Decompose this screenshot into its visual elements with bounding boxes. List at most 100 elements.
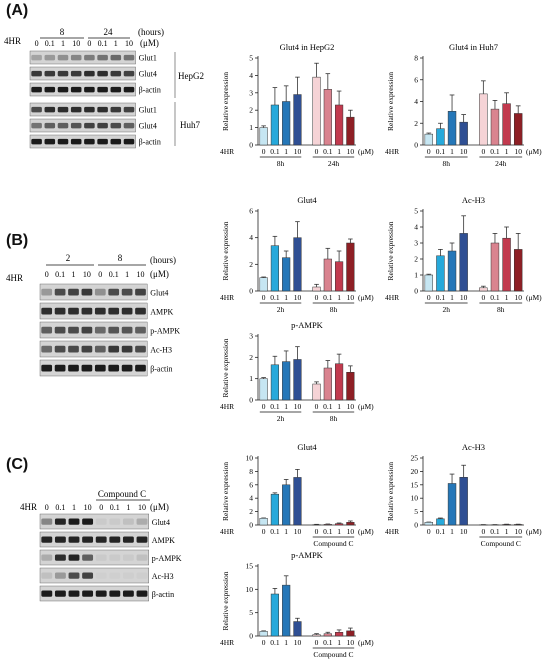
blot-band [81, 364, 93, 372]
y-tick-label: 0 [414, 521, 418, 530]
row-label: AMPK [150, 308, 173, 317]
panel-label-a: (A) [6, 2, 29, 19]
blot-band [84, 86, 95, 93]
row-label: β-actin [150, 365, 172, 374]
blot-band [81, 345, 93, 353]
bar [282, 484, 291, 526]
blot-band [110, 54, 122, 61]
y-tick-label: 4 [249, 494, 253, 503]
x-tick-label: 0 [481, 527, 485, 536]
x-tick-label: 1 [450, 147, 454, 156]
bar [346, 242, 355, 292]
bar [335, 523, 344, 526]
bar [335, 363, 344, 401]
y-tick-label: 25 [411, 454, 419, 463]
conc-label: 1 [72, 503, 76, 512]
blot-band [54, 288, 66, 296]
y-tick-label: 0 [249, 632, 253, 641]
y-tick-label: 2 [249, 353, 253, 362]
blot-band [54, 364, 66, 372]
blot-band [110, 106, 122, 113]
x-tick-label: 0 [481, 147, 485, 156]
bar [282, 361, 291, 401]
chart-title: Glut4 in Huh7 [449, 42, 498, 52]
bar [323, 258, 332, 292]
bar-chart-ach3-b: Ac-H3 Relative expression 0 1 2 3 4 5 0 0.1 1 10 0 0.… [385, 195, 542, 314]
blot-band [122, 518, 134, 525]
x-tick-label: 0.1 [490, 293, 500, 302]
bar [270, 245, 279, 292]
blot-band [68, 590, 80, 597]
x-tick-label: 1 [337, 402, 341, 411]
x-tick-label: 0.1 [436, 527, 446, 536]
x-tick-label: 0.1 [436, 293, 446, 302]
x-group-label: 4HR [220, 638, 234, 647]
x-tick-label: 1 [284, 293, 288, 302]
conc-unit: (μM) [150, 269, 169, 279]
blot-band [123, 122, 135, 129]
blot-band [136, 518, 148, 525]
chart-title: p-AMPK [291, 320, 324, 330]
x-tick-label: 0.1 [270, 147, 280, 156]
western-blot-panel-b: 4HR 2 8 (hours) (μM) 0 0.1 1 10 0 0.1 1 10 Glut… [6, 253, 180, 377]
x-tick-label: 10 [294, 402, 302, 411]
x-tick-label: 0.1 [270, 402, 280, 411]
bar [293, 621, 302, 637]
panel-label-c: (C) [6, 456, 29, 473]
bar [323, 89, 332, 146]
blot-band [68, 554, 80, 561]
x-tick-label: 10 [514, 293, 522, 302]
x-tick-label: 0.1 [270, 527, 280, 536]
row-label: β-actin [139, 85, 161, 94]
group-label: 8h [330, 414, 338, 423]
x-tick-label: 0 [481, 293, 485, 302]
bar-chart-pampk-b: p-AMPK Relative expression 0 1 2 3 0 0.1 1 10 0 0.1… [220, 320, 374, 423]
bar [459, 477, 468, 526]
conc-label: 0 [98, 270, 102, 279]
blot-band [57, 54, 69, 61]
x-tick-label: 1 [284, 527, 288, 536]
y-axis-label: Relative expression [386, 221, 395, 280]
group-label: 8h [330, 305, 338, 314]
bar [436, 128, 445, 146]
bar [335, 104, 344, 146]
blot-band [54, 326, 66, 334]
x-tick-label: 1 [337, 638, 341, 647]
blot-band [70, 54, 82, 61]
bar [424, 274, 434, 292]
blot-band [84, 106, 95, 113]
blot-band [109, 573, 120, 579]
y-tick-label: 3 [414, 239, 418, 248]
x-tick-label: 1 [284, 638, 288, 647]
blot-band [70, 138, 82, 145]
conc-label: 0.1 [55, 270, 65, 279]
x-tick-label: 0 [262, 402, 266, 411]
x-tick-label: 10 [347, 293, 355, 302]
blot-band [44, 106, 56, 113]
x-tick-label: 1 [284, 402, 288, 411]
y-tick-label: 1 [249, 374, 253, 383]
blot-band [31, 54, 42, 61]
x-tick-label: 1 [337, 147, 341, 156]
x-tick-label: 10 [347, 527, 355, 536]
blot-band [57, 138, 69, 145]
blot-band [54, 345, 66, 353]
blot-band [31, 70, 42, 77]
group-label: Compound C [313, 539, 353, 548]
blot-band [97, 70, 108, 77]
bar [490, 108, 500, 146]
x-tick-label: 10 [347, 638, 355, 647]
y-tick-label: 2 [249, 260, 253, 269]
bar [513, 249, 523, 292]
blot-band [44, 54, 56, 61]
x-tick-label: 0.1 [270, 293, 280, 302]
x-tick-label: 1 [505, 147, 509, 156]
blot-strip [39, 549, 150, 566]
chart-title: Glut4 in HepG2 [280, 42, 335, 52]
row-label: p-AMPK [150, 327, 180, 336]
bar [346, 372, 355, 401]
cell-line-hepg2: HepG2 [178, 71, 204, 81]
x-tick-label: 0 [427, 527, 431, 536]
row-label: Ac-H3 [150, 346, 172, 355]
